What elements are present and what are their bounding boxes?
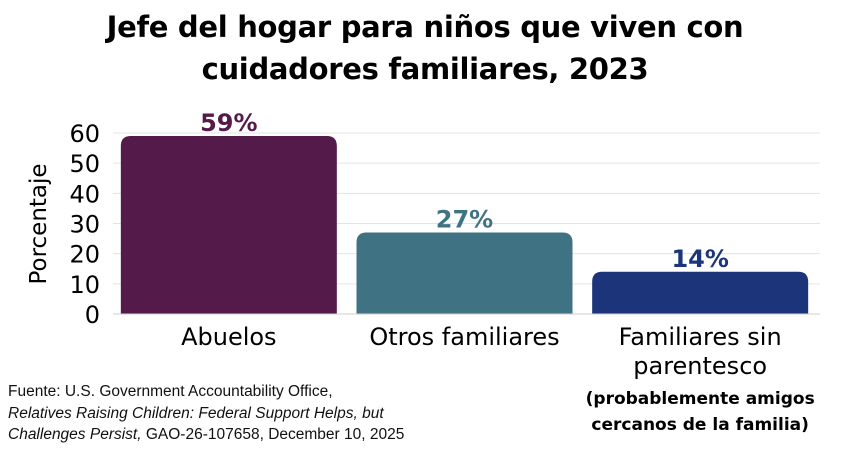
y-axis-label: Porcentaje (26, 163, 52, 284)
source-line-2: Relatives Raising Children: Federal Supp… (8, 404, 384, 422)
bar (356, 232, 573, 314)
source-line-1: Fuente: U.S. Government Accountability O… (8, 383, 333, 400)
bar (120, 136, 337, 314)
y-tick-label: 60 (69, 120, 100, 148)
source-line-3-rest: GAO-26-107658, December 10, 2025 (141, 426, 405, 443)
y-tick-label: 10 (69, 271, 100, 299)
data-label: 14% (671, 245, 728, 273)
x-tick-sublabel: (probablemente amigos (586, 389, 815, 409)
y-tick-label: 20 (69, 241, 100, 269)
y-tick-label: 0 (85, 301, 100, 329)
x-tick-label: Familiares sin (619, 323, 782, 351)
source-line-3-italic: Challenges Persist, (8, 426, 142, 443)
source-note: Fuente: U.S. Government Accountability O… (8, 381, 404, 446)
source-line-3: Challenges Persist, GAO-26-107658, Decem… (8, 424, 404, 446)
x-tick-label: parentesco (633, 352, 767, 380)
chart-title-line-1: Jefe del hogar para niños que viven con (106, 10, 744, 44)
x-tick-sublabel: cercanos de la familia) (591, 415, 809, 435)
bar (592, 271, 809, 314)
chart-title: Jefe del hogar para niños que viven con … (0, 6, 850, 90)
y-tick-label: 50 (69, 150, 100, 178)
data-label: 59% (200, 109, 257, 137)
data-label: 27% (436, 206, 493, 234)
x-tick-label: Otros familiares (369, 323, 559, 351)
y-tick-label: 30 (69, 211, 100, 239)
y-tick-label: 40 (69, 180, 100, 208)
x-tick-label: Abuelos (181, 323, 276, 351)
chart-title-line-2: cuidadores familiares, 2023 (201, 52, 649, 86)
